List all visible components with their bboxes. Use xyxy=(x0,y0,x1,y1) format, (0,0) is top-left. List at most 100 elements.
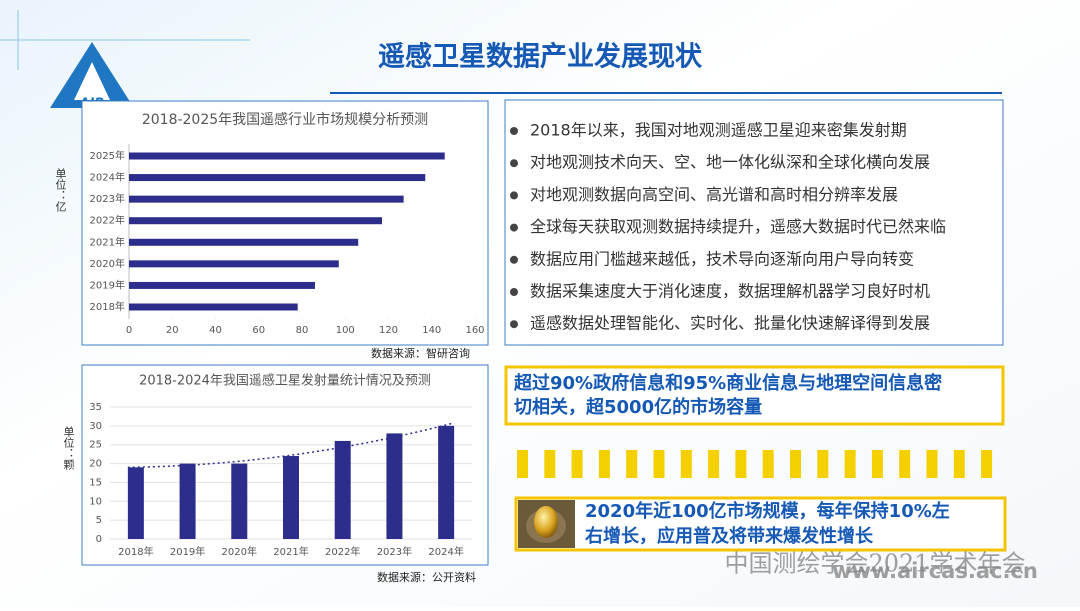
highlight-text: 超过90%政府信息和95%商业信息与地理空间信息密 xyxy=(514,372,942,394)
bullet-text: 数据应用门槛越来越低，技术导向逐渐向用户导向转变 xyxy=(530,249,914,268)
dash xyxy=(817,450,829,478)
x-tick-label: 120 xyxy=(379,325,398,336)
dash xyxy=(598,450,610,478)
trendline xyxy=(127,422,455,469)
bullet-text: 2018年以来，我国对地观测遥感卫星迎来密集发射期 xyxy=(530,121,907,140)
y-tick-label: 25 xyxy=(89,440,102,451)
bullet-dot xyxy=(510,159,518,168)
x-tick-label: 2022年 xyxy=(325,545,360,558)
yellow-dashes xyxy=(517,450,993,478)
bullet-dot xyxy=(510,191,518,200)
x-tick-label: 80 xyxy=(296,325,309,336)
dash xyxy=(708,450,720,478)
x-tick-label: 40 xyxy=(209,325,222,336)
bar xyxy=(129,217,383,225)
dash xyxy=(844,450,856,478)
watermark-url: www.aircas.ac.cn xyxy=(832,559,1038,583)
x-tick-label: 20 xyxy=(166,325,179,336)
dash xyxy=(653,450,665,478)
y-axis-label: 单位：颗 xyxy=(62,426,75,471)
highlight-box xyxy=(504,365,1005,426)
x-tick-label: 100 xyxy=(336,325,355,336)
x-tick-label: 2018年 xyxy=(118,545,153,558)
bullet-text: 对地观测技术向天、空、地一体化纵深和全球化横向发展 xyxy=(530,153,930,172)
dash xyxy=(953,450,965,478)
x-tick-label: 60 xyxy=(252,325,265,336)
y-axis-label: 单位：亿 xyxy=(54,168,67,213)
bar xyxy=(129,174,426,182)
y-tick-label: 0 xyxy=(96,534,102,545)
bar xyxy=(129,281,315,289)
bar xyxy=(129,152,445,160)
y-tick-label: 2019年 xyxy=(90,278,125,291)
y-tick-label: 30 xyxy=(89,421,102,432)
x-tick-label: 2021年 xyxy=(273,545,308,558)
bullet-text: 数据采集速度大于消化速度，数据理解机器学习良好时机 xyxy=(530,282,930,301)
y-tick-label: 2022年 xyxy=(90,214,125,227)
chart-source: 数据来源：公开资料 xyxy=(377,570,476,584)
dash xyxy=(762,450,774,478)
bar xyxy=(179,463,196,539)
dash xyxy=(871,450,883,478)
bar xyxy=(231,463,248,539)
dash xyxy=(544,450,556,478)
y-tick-label: 2024年 xyxy=(90,171,125,184)
x-tick-label: 160 xyxy=(465,325,484,336)
dash xyxy=(626,450,638,478)
y-tick-label: 2020年 xyxy=(90,257,125,270)
y-tick-label: 2021年 xyxy=(90,235,125,248)
dash xyxy=(735,450,747,478)
bar xyxy=(283,456,299,539)
bullet-dot xyxy=(510,255,518,264)
bullet-dot xyxy=(510,223,518,232)
dash xyxy=(790,450,801,478)
x-tick-label: 140 xyxy=(422,325,441,336)
bar xyxy=(129,238,359,246)
y-tick-label: 35 xyxy=(89,402,102,413)
y-tick-label: 2025年 xyxy=(90,149,125,162)
x-tick-label: 0 xyxy=(126,325,132,336)
dash xyxy=(571,450,583,478)
y-tick-label: 2023年 xyxy=(90,192,125,205)
watermark: 中国测绘学会2021学术年会 xyxy=(724,550,1025,578)
x-tick-label: 2020年 xyxy=(222,545,257,558)
dash xyxy=(926,450,938,478)
x-tick-label: 2019年 xyxy=(170,545,205,558)
dash xyxy=(517,450,528,478)
highlight-text: 2020年近100亿市场规模，每年保持10%左 xyxy=(585,500,950,522)
bar xyxy=(127,467,144,539)
bar xyxy=(334,440,351,539)
bullet-text: 全球每天获取观测数据持续提升，遥感大数据时代已然来临 xyxy=(530,217,946,236)
y-tick-label: 20 xyxy=(89,459,102,470)
x-tick-label: 2024年 xyxy=(428,545,463,558)
chart-title: 2018-2024年我国遥感卫星发射量统计情况及预测 xyxy=(139,373,431,389)
dash xyxy=(981,450,993,478)
highlight-text: 切相关，超5000亿的市场容量 xyxy=(514,396,762,418)
dash xyxy=(680,450,692,478)
y-tick-label: 2018年 xyxy=(90,300,125,313)
slide-title: 遥感卫星数据产业发展现状 xyxy=(378,41,703,73)
bar xyxy=(386,433,403,539)
y-tick-label: 15 xyxy=(89,477,102,488)
bullet-box xyxy=(504,99,1004,346)
bar xyxy=(129,260,339,268)
y-tick-label: 5 xyxy=(96,515,102,526)
y-tick-label: 10 xyxy=(89,496,102,507)
dash xyxy=(899,450,911,478)
x-tick-label: 2023年 xyxy=(377,545,412,558)
chart-title: 2018-2025年我国遥感行业市场规模分析预测 xyxy=(142,111,428,128)
bullet-dot xyxy=(510,127,518,135)
bullet-text: 遥感数据处理智能化、实时化、批量化快速解译得到发展 xyxy=(530,314,930,333)
bullet-dot xyxy=(510,288,518,296)
chart-source: 数据来源：智研咨询 xyxy=(371,346,470,360)
bar xyxy=(129,195,404,203)
highlight-text: 右增长，应用普及将带来爆发性增长 xyxy=(585,525,874,547)
egg-image xyxy=(518,500,575,548)
highlight-box xyxy=(514,496,1007,552)
bar xyxy=(129,303,298,311)
bullet-dot xyxy=(510,320,518,329)
bar xyxy=(438,425,455,539)
bullet-text: 对地观测数据向高空间、高光谱和高时相分辨率发展 xyxy=(530,185,898,204)
